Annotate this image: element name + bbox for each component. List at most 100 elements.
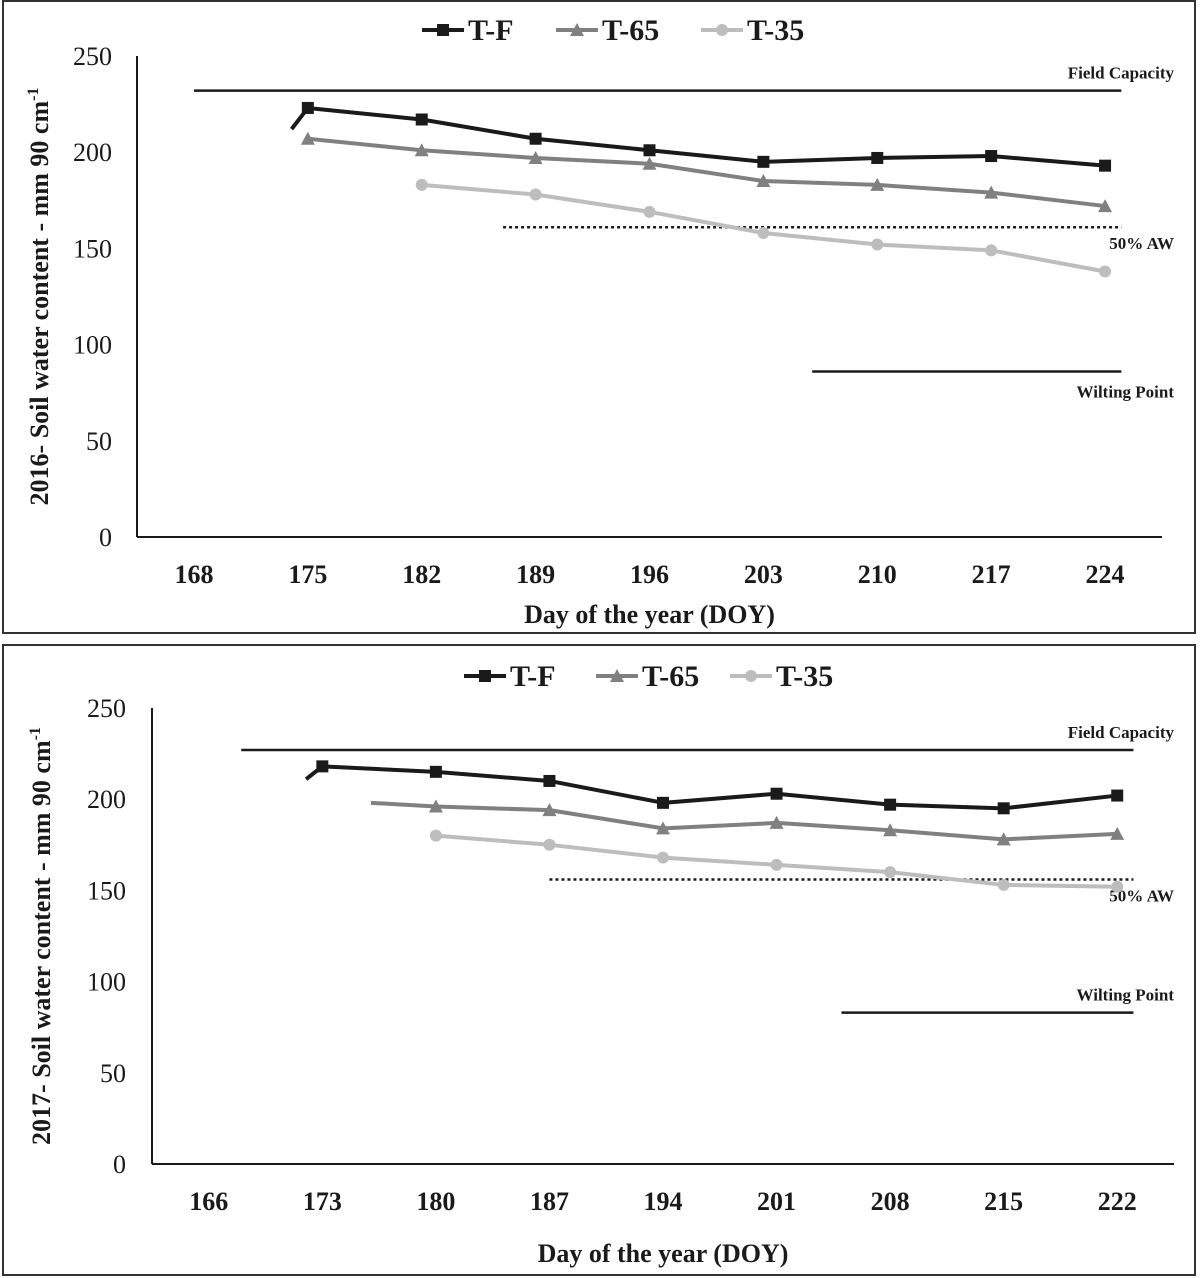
legend-label: T-F xyxy=(468,14,514,47)
data-point xyxy=(301,101,314,114)
x-tick-label: 187 xyxy=(530,1187,569,1216)
y-tick-label: 150 xyxy=(73,234,112,263)
half-aw-label: 50% AW xyxy=(1109,886,1174,905)
data-point xyxy=(643,144,656,157)
legend-marker xyxy=(716,24,728,36)
x-tick-label: 215 xyxy=(984,1187,1023,1216)
data-point xyxy=(985,244,998,257)
data-point xyxy=(642,156,657,170)
legend-label: T-35 xyxy=(747,14,804,47)
data-point xyxy=(656,821,670,835)
data-point xyxy=(1111,880,1124,893)
x-tick-label: 208 xyxy=(871,1187,910,1216)
data-point xyxy=(415,178,428,191)
series-t-65 xyxy=(300,131,1113,213)
data-point xyxy=(1110,826,1125,840)
legend-marker xyxy=(479,670,491,682)
series-t-35 xyxy=(415,178,1112,278)
legend-label: T-65 xyxy=(602,14,659,47)
y-tick-label: 200 xyxy=(73,138,112,167)
legend: T-F T-65 T-35 xyxy=(422,14,804,47)
legend-marker xyxy=(610,669,624,682)
data-point xyxy=(414,143,429,157)
x-tick-label: 182 xyxy=(402,560,441,589)
x-axis-title: Day of the year (DOY) xyxy=(524,600,775,629)
data-point xyxy=(529,188,542,201)
chart-2017: 0 50 100 150 200 250 166 173 180 187 194 201 208 215 2… xyxy=(27,660,1175,1268)
legend-marker xyxy=(437,24,449,36)
data-point xyxy=(984,185,999,199)
data-point xyxy=(429,765,442,778)
y-tick-label: 100 xyxy=(87,968,126,997)
legend-item-t-35: T-35 xyxy=(730,660,833,693)
data-point xyxy=(757,227,770,240)
data-point xyxy=(871,238,884,251)
half-aw-label: 50% AW xyxy=(1109,234,1174,253)
x-tick-label: 203 xyxy=(744,560,783,589)
data-point xyxy=(528,150,543,164)
data-point xyxy=(871,151,884,164)
legend-marker xyxy=(745,670,757,682)
legend-label: T-35 xyxy=(776,660,833,693)
data-point xyxy=(657,851,669,864)
data-point xyxy=(884,798,897,811)
data-point xyxy=(884,866,897,879)
series-t-f xyxy=(304,760,1124,815)
y-tick-label: 250 xyxy=(73,42,112,71)
x-tick-label: 224 xyxy=(1086,560,1125,589)
data-point xyxy=(542,803,557,817)
x-tick-label: 189 xyxy=(516,560,555,589)
data-point xyxy=(1099,265,1112,278)
data-point xyxy=(428,799,443,813)
x-tick-label: 196 xyxy=(630,560,669,589)
y-axis-title-superscript: -1 xyxy=(27,727,44,740)
legend-item-t-f: T-F xyxy=(464,660,556,693)
data-point xyxy=(769,815,784,829)
x-tick-label: 210 xyxy=(858,560,897,589)
x-tick-label: 173 xyxy=(303,1187,342,1216)
x-tick-label: 180 xyxy=(416,1187,455,1216)
x-tick-label: 217 xyxy=(972,560,1011,589)
series-line xyxy=(419,182,1106,274)
legend-label: T-65 xyxy=(642,660,699,693)
legend-item-t-65: T-65 xyxy=(596,660,699,693)
series-line xyxy=(305,136,1106,209)
y-axis-title-text: 2016- Soil water content - mm 90 cm xyxy=(25,101,54,506)
series-t-35 xyxy=(429,829,1124,893)
data-point xyxy=(883,823,898,837)
field-capacity-label: Field Capacity xyxy=(1068,723,1175,742)
data-point xyxy=(757,155,770,168)
legend-item-t-35: T-35 xyxy=(701,14,804,47)
y-axis-title-superscript: -1 xyxy=(25,88,42,101)
x-axis-title: Day of the year (DOY) xyxy=(538,1239,789,1268)
x-tick-label: 194 xyxy=(644,1187,683,1216)
legend-marker xyxy=(570,23,584,36)
field-capacity-label: Field Capacity xyxy=(1068,64,1175,83)
chart-panel-2017: 0 50 100 150 200 250 166 173 180 187 194 201 208 215 2… xyxy=(2,644,1196,1276)
series-t-65 xyxy=(370,799,1125,846)
data-point xyxy=(543,838,556,851)
data-point xyxy=(1111,789,1124,802)
data-point xyxy=(985,150,998,163)
data-point xyxy=(997,802,1010,815)
series-line xyxy=(433,833,1118,889)
y-tick-label: 0 xyxy=(99,523,112,552)
y-tick-label: 150 xyxy=(87,876,126,905)
y-tick-label: 100 xyxy=(73,331,112,360)
legend-item-t-65: T-65 xyxy=(556,14,659,47)
data-point xyxy=(870,177,885,191)
series-line xyxy=(304,764,1118,811)
y-tick-label: 50 xyxy=(100,1059,126,1088)
series-t-f xyxy=(289,101,1112,172)
data-point xyxy=(1098,199,1113,213)
series-line xyxy=(289,105,1106,168)
chart-2016: 0 50 100 150 200 250 168 175 182 189 196 203 210 217 2… xyxy=(25,14,1175,629)
wilting-point-label: Wilting Point xyxy=(1077,986,1175,1005)
data-point xyxy=(996,832,1011,846)
x-tick-label: 175 xyxy=(288,560,327,589)
y-axis-title: 2017- Soil water content - mm 90 cm-1 xyxy=(27,727,56,1145)
data-point xyxy=(997,878,1010,891)
data-point xyxy=(543,774,556,787)
data-point xyxy=(643,205,656,218)
x-tick-label: 166 xyxy=(189,1187,228,1216)
